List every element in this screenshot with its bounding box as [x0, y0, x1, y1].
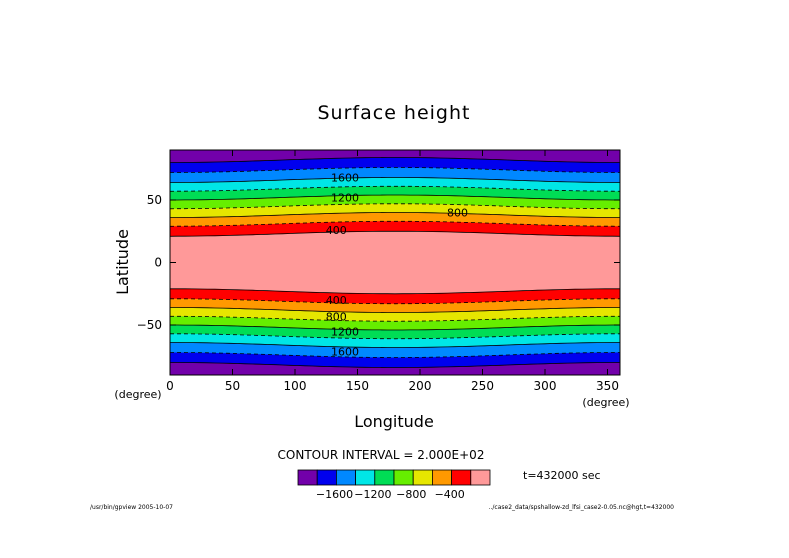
y-axis-unit: (degree): [114, 388, 161, 401]
contour-line: [170, 315, 620, 322]
colorbar-label: −1200: [354, 488, 391, 501]
y-axis-label: Latitude: [113, 229, 132, 295]
footer-right: ../case2_data/spshallow-zd_lfsi_case2-0.…: [489, 504, 675, 511]
y-tick-label: 50: [147, 193, 162, 207]
colorbar-label: −400: [435, 488, 465, 501]
colorbar-swatch: [335, 469, 356, 486]
colorbar-swatch: [355, 469, 376, 486]
contour-line: [170, 230, 620, 237]
colorbar-swatch: [393, 469, 414, 486]
contour-line: [170, 220, 620, 227]
x-axis: 0 50 100 150 200 250 300 350: [166, 150, 619, 393]
colorbar-swatch: [297, 469, 318, 486]
contour-line: [170, 333, 620, 340]
contour-labels: 1600 1200 800 400 400 800 1200 1600: [326, 172, 468, 359]
x-axis-label: Longitude: [354, 412, 434, 431]
colorbar-label: −800: [396, 488, 426, 501]
contour-label: 1600: [331, 345, 359, 358]
x-tick-label: 200: [409, 379, 432, 393]
contour-label: 800: [447, 207, 468, 220]
contour-line: [170, 298, 620, 305]
colorbar-swatch: [316, 469, 337, 486]
contour-label: 1600: [331, 172, 359, 185]
colorbar: −1600 −1200 −800 −400: [297, 469, 491, 501]
contour-line: [170, 307, 620, 313]
colorbar-label: −1600: [316, 488, 353, 501]
contour-line: [170, 288, 620, 295]
x-tick-label: 0: [166, 379, 174, 393]
x-tick-label: 150: [346, 379, 369, 393]
colorbar-swatch: [374, 469, 395, 486]
colorbar-swatch: [431, 469, 452, 486]
contour-label: 1200: [331, 325, 359, 338]
y-tick-label: 0: [154, 256, 162, 270]
x-tick-label: 300: [534, 379, 557, 393]
contour-line: [170, 324, 620, 331]
band-north-0: [170, 150, 620, 163]
x-tick-label: 50: [225, 379, 240, 393]
colorbar-swatch: [451, 469, 472, 486]
contour-lines: [170, 157, 620, 368]
colorbar-swatch: [470, 469, 491, 486]
contour-line: [170, 167, 620, 173]
contour-line: [170, 157, 620, 163]
contour-label: 400: [326, 294, 347, 307]
contour-line: [170, 362, 620, 368]
chart-title: Surface height: [318, 102, 471, 124]
contour-line: [170, 185, 620, 192]
contour-label: 800: [326, 310, 347, 323]
x-tick-label: 350: [596, 379, 619, 393]
contour-line: [170, 352, 620, 358]
y-axis: 50 0 −50: [137, 193, 620, 332]
footer-left: /usr/bin/gpview 2005-10-07: [90, 504, 173, 511]
band-south-0: [170, 362, 620, 375]
contour-label: 1200: [331, 192, 359, 205]
colorbar-swatch: [412, 469, 433, 486]
contour-label: 400: [326, 224, 347, 237]
contour-line: [170, 194, 620, 201]
contour-interval-text: CONTOUR INTERVAL = 2.000E+02: [278, 448, 485, 462]
time-text: t=432000 sec: [523, 469, 601, 482]
x-tick-label: 100: [284, 379, 307, 393]
contour-line: [170, 177, 620, 183]
x-tick-label: 250: [471, 379, 494, 393]
contour-line: [170, 212, 620, 218]
y-tick-label: −50: [137, 318, 162, 332]
contour-line: [170, 203, 620, 210]
contour-line: [170, 342, 620, 348]
contour-bands: [170, 150, 620, 375]
x-axis-unit: (degree): [582, 396, 629, 409]
